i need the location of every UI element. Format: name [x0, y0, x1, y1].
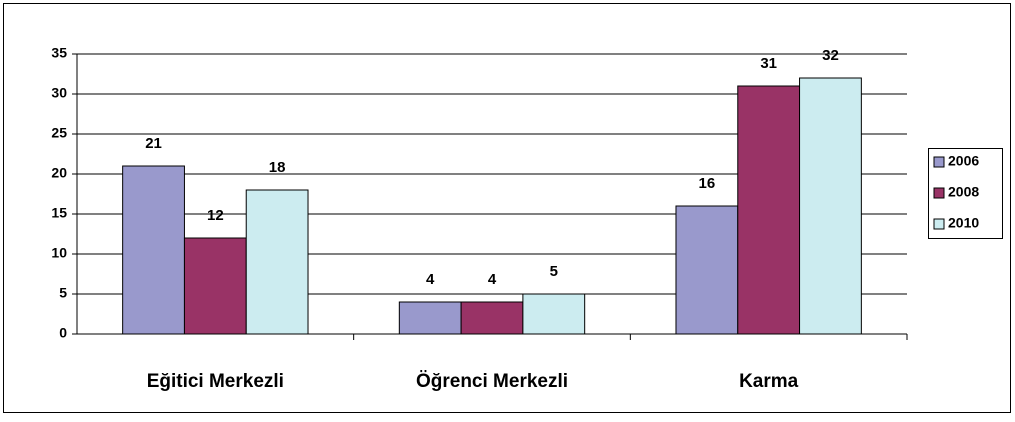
- y-tick-label: 35: [51, 45, 67, 61]
- legend-swatch: [933, 187, 945, 199]
- data-label: 21: [145, 135, 162, 152]
- bar: [398, 301, 462, 335]
- legend-swatch: [933, 218, 945, 230]
- bar: [799, 77, 862, 335]
- x-tick-label: Eğitici Merkezli: [147, 371, 284, 392]
- data-label: 31: [760, 55, 777, 72]
- bar: [737, 85, 801, 335]
- bar: [522, 293, 586, 335]
- data-label: 16: [699, 175, 716, 192]
- y-tick-label: 25: [51, 125, 67, 141]
- x-tick-label: Karma: [739, 371, 799, 392]
- data-label: 4: [488, 271, 497, 288]
- data-label: 18: [269, 159, 286, 176]
- y-tick-label: 0: [59, 325, 67, 341]
- y-tick-label: 15: [51, 205, 67, 221]
- x-tick-label: Öğrenci Merkezli: [416, 371, 568, 392]
- bar: [245, 189, 309, 335]
- legend-swatch: [933, 156, 945, 168]
- data-label: 5: [550, 263, 558, 280]
- data-label: 4: [426, 271, 435, 288]
- bar: [460, 301, 524, 335]
- legend-label: 2008: [948, 184, 979, 200]
- data-label: 12: [207, 207, 224, 224]
- bar: [183, 237, 247, 335]
- legend-label: 2006: [948, 153, 979, 169]
- data-label: 32: [822, 47, 839, 64]
- bar: [122, 165, 185, 335]
- y-tick-label: 20: [51, 165, 67, 181]
- y-tick-label: 10: [51, 245, 67, 261]
- y-tick-label: 5: [59, 285, 67, 301]
- legend-label: 2010: [948, 215, 979, 231]
- y-tick-label: 30: [51, 85, 67, 101]
- bar: [675, 205, 739, 335]
